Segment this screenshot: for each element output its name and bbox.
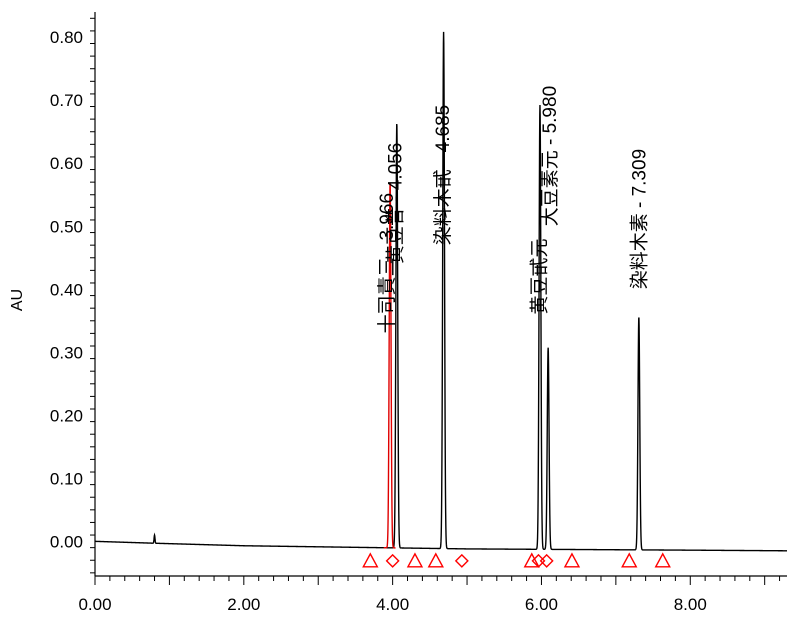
peak-label: 染料木甙 - 4.685 xyxy=(432,105,454,245)
event-diamond-marker xyxy=(385,553,400,568)
event-diamond-marker xyxy=(454,553,469,568)
event-triangle-marker xyxy=(362,552,379,568)
y-axis-title: AU xyxy=(9,289,26,311)
event-diamond-marker xyxy=(539,553,554,568)
y-tick-label: 0.60 xyxy=(50,154,83,173)
y-tick-label: 0.10 xyxy=(50,469,83,488)
x-tick-label: 8.00 xyxy=(674,595,707,614)
event-triangle-marker xyxy=(621,552,638,568)
peak-label: 黄豆昔 - 4.056 xyxy=(384,143,406,264)
y-tick-label: 0.30 xyxy=(50,343,83,362)
x-tick-label: 4.00 xyxy=(376,595,409,614)
y-tick-label: 0.40 xyxy=(50,280,83,299)
y-tick-label: 0.50 xyxy=(50,217,83,236)
x-tick-label: 2.00 xyxy=(227,595,260,614)
peak-label: 黄豆甙元 xyxy=(529,238,551,314)
series-red-line xyxy=(383,182,396,549)
y-tick-label: 0.20 xyxy=(50,406,83,425)
event-triangle-marker xyxy=(406,552,424,568)
event-triangle-marker xyxy=(563,552,581,568)
peak-label: 十司責三 - 3.966 xyxy=(376,193,398,333)
y-tick-label: 0.80 xyxy=(50,28,83,47)
trace-group xyxy=(95,31,787,552)
series-black-line xyxy=(95,31,787,552)
peak-label: 大豆素元 - 5.980 xyxy=(539,86,561,226)
x-tick-label: 0.00 xyxy=(78,595,111,614)
event-triangle-marker xyxy=(654,552,671,568)
y-tick-label: 0.70 xyxy=(50,91,83,110)
y-tick-label: 0.00 xyxy=(50,532,83,551)
axes: 0.00 0.10 0.20 0.30 0.40 0.50 0.60 0.70 0.80 0.00… xyxy=(50,12,787,614)
peak-label: 染料木素 - 7.309 xyxy=(628,149,650,289)
event-triangle-marker xyxy=(427,552,444,568)
x-tick-label: 6.00 xyxy=(525,595,558,614)
event-triangle-marker xyxy=(523,552,540,568)
